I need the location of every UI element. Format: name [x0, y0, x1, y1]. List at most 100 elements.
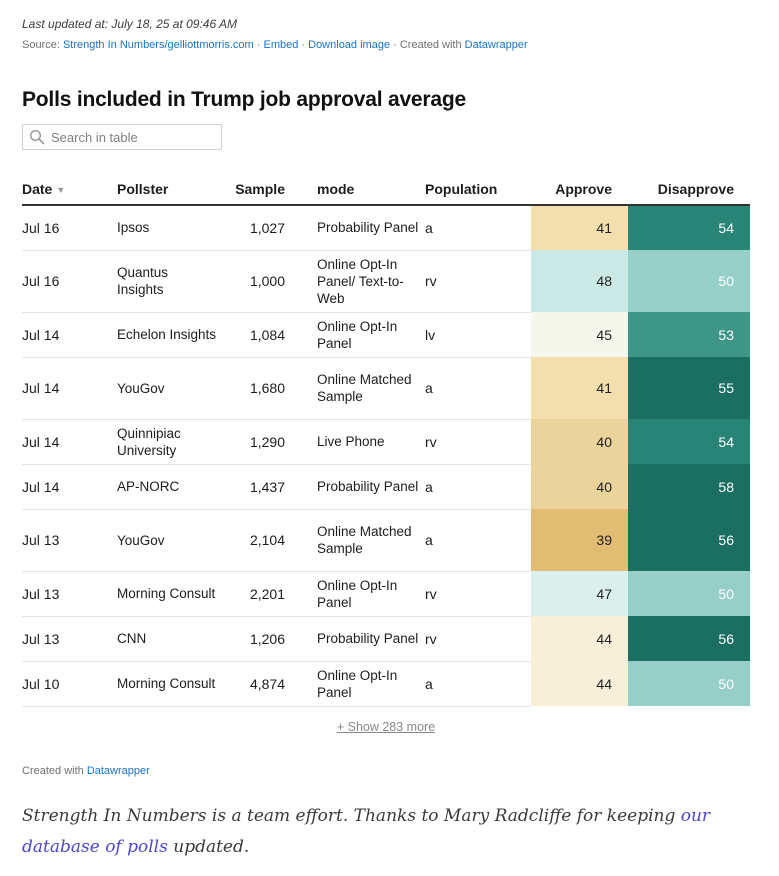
cell-mode: Online Opt-In Panel — [317, 571, 425, 617]
separator: · — [253, 39, 264, 51]
last-updated-text: Last updated at: July 18, 25 at 09:46 AM — [22, 17, 238, 31]
footer-text-before: Strength In Numbers is a team effort. Th… — [22, 806, 681, 826]
cell-disapprove: 56 — [628, 509, 750, 571]
table-row: Jul 14 Quinnipiac University 1,290 Live Pho… — [22, 419, 750, 465]
cell-mode: Probability Panel — [317, 616, 425, 662]
cell-pollster: AP-NORC — [117, 464, 217, 510]
cell-date: Jul 16 — [22, 205, 117, 251]
column-header-disapprove[interactable]: Disapprove — [628, 173, 750, 206]
cell-pollster: Morning Consult — [117, 571, 217, 617]
cell-mode: Online Matched Sample — [317, 357, 425, 420]
cell-population: a — [425, 509, 531, 572]
cell-approve: 48 — [531, 250, 628, 312]
source-line: Source: Strength In Numbers/gelliottmorr… — [22, 38, 762, 52]
cell-pollster: YouGov — [117, 357, 217, 420]
cell-date: Jul 13 — [22, 571, 117, 617]
cell-disapprove: 58 — [628, 464, 750, 509]
cell-population: a — [425, 205, 531, 251]
cell-date: Jul 14 — [22, 312, 117, 358]
cell-population: rv — [425, 419, 531, 465]
cell-approve: 45 — [531, 312, 628, 357]
cell-date: Jul 14 — [22, 464, 117, 510]
search-box[interactable] — [22, 124, 222, 150]
cell-sample: 1,206 — [217, 616, 317, 662]
column-header-sample[interactable]: Sample — [217, 173, 317, 206]
header-label: Population — [425, 180, 498, 197]
cell-sample: 1,084 — [217, 312, 317, 358]
download-image-link[interactable]: Download image — [308, 39, 391, 51]
source-link[interactable]: Strength In Numbers/gelliottmorris.com — [62, 39, 254, 51]
cell-sample: 1,437 — [217, 464, 317, 510]
cell-approve: 44 — [531, 616, 628, 661]
cell-mode: Online Opt-In Panel — [317, 312, 425, 358]
cell-pollster: Quinnipiac University — [117, 419, 217, 465]
cell-date: Jul 14 — [22, 357, 117, 420]
header-label: Date — [22, 180, 53, 197]
cell-mode: Online Matched Sample — [317, 509, 425, 572]
cell-date: Jul 13 — [22, 616, 117, 662]
datawrapper-link[interactable]: Datawrapper — [464, 39, 528, 51]
embed-link[interactable]: Embed — [263, 39, 299, 51]
column-header-date[interactable]: Date ▼ — [22, 173, 117, 206]
poll-database-link[interactable]: our database of polls — [22, 806, 711, 857]
table-row: Jul 14 AP-NORC 1,437 Probability Panel a 40 58 — [22, 464, 750, 510]
search-icon — [29, 129, 45, 145]
cell-approve: 40 — [531, 419, 628, 464]
cell-disapprove: 56 — [628, 616, 750, 661]
show-more-button[interactable]: + Show 283 more — [336, 720, 436, 734]
polls-table: Date ▼ Pollster Sample mode Population Ap… — [22, 173, 750, 707]
chart-meta: Last updated at: July 18, 25 at 09:46 AM… — [22, 17, 762, 52]
cell-date: Jul 10 — [22, 661, 117, 707]
page-title: Polls included in Trump job approval ave… — [22, 88, 466, 111]
cell-approve: 40 — [531, 464, 628, 509]
header-label: Approve — [555, 180, 612, 197]
column-header-population[interactable]: Population — [425, 173, 531, 206]
table-row: Jul 13 CNN 1,206 Probability Panel rv 44 56 — [22, 616, 750, 662]
cell-population: a — [425, 357, 531, 420]
cell-disapprove: 50 — [628, 571, 750, 616]
source-prefix: Source: — [22, 39, 63, 51]
created-with-prefix: · Created with — [390, 39, 465, 51]
table-header-row: Date ▼ Pollster Sample mode Population Ap… — [22, 173, 750, 206]
cell-disapprove: 53 — [628, 312, 750, 357]
cell-population: rv — [425, 616, 531, 662]
cell-pollster: Quantus Insights — [117, 250, 217, 313]
cell-date: Jul 13 — [22, 509, 117, 572]
credit-prefix: Created with — [22, 765, 87, 777]
cell-disapprove: 50 — [628, 250, 750, 312]
cell-approve: 44 — [531, 661, 628, 706]
sort-descending-icon[interactable]: ▼ — [56, 184, 66, 195]
cell-sample: 2,104 — [217, 509, 317, 572]
cell-date: Jul 14 — [22, 419, 117, 465]
table-row: Jul 16 Ipsos 1,027 Probability Panel a 41 54 — [22, 205, 750, 251]
cell-sample: 1,027 — [217, 205, 317, 251]
datawrapper-credit-link[interactable]: Datawrapper — [86, 765, 150, 777]
table-row: Jul 13 Morning Consult 2,201 Online Opt-In … — [22, 571, 750, 617]
table-row: Jul 14 Echelon Insights 1,084 Online Opt-In… — [22, 312, 750, 358]
cell-mode: Probability Panel — [317, 464, 425, 510]
cell-disapprove: 54 — [628, 205, 750, 250]
header-label: mode — [317, 180, 355, 197]
cell-population: lv — [425, 312, 531, 358]
cell-population: rv — [425, 250, 531, 313]
cell-pollster: Echelon Insights — [117, 312, 217, 358]
table-row: Jul 10 Morning Consult 4,874 Online Opt-In … — [22, 661, 750, 707]
footer-text: Strength In Numbers is a team effort. Th… — [22, 801, 757, 863]
table-row: Jul 14 YouGov 1,680 Online Matched Sample a 4… — [22, 357, 750, 420]
cell-population: a — [425, 464, 531, 510]
cell-sample: 1,000 — [217, 250, 317, 313]
separator: · — [298, 39, 309, 51]
cell-population: rv — [425, 571, 531, 617]
column-header-approve[interactable]: Approve — [531, 173, 628, 206]
search-input[interactable] — [51, 129, 211, 145]
column-header-pollster[interactable]: Pollster — [117, 173, 217, 206]
header-label: Sample — [235, 180, 285, 197]
cell-pollster: Morning Consult — [117, 661, 217, 707]
header-label: Disapprove — [657, 180, 734, 197]
cell-approve: 47 — [531, 571, 628, 616]
column-header-mode[interactable]: mode — [317, 173, 425, 206]
cell-approve: 41 — [531, 205, 628, 250]
cell-date: Jul 16 — [22, 250, 117, 313]
cell-pollster: YouGov — [117, 509, 217, 572]
cell-approve: 39 — [531, 509, 628, 571]
